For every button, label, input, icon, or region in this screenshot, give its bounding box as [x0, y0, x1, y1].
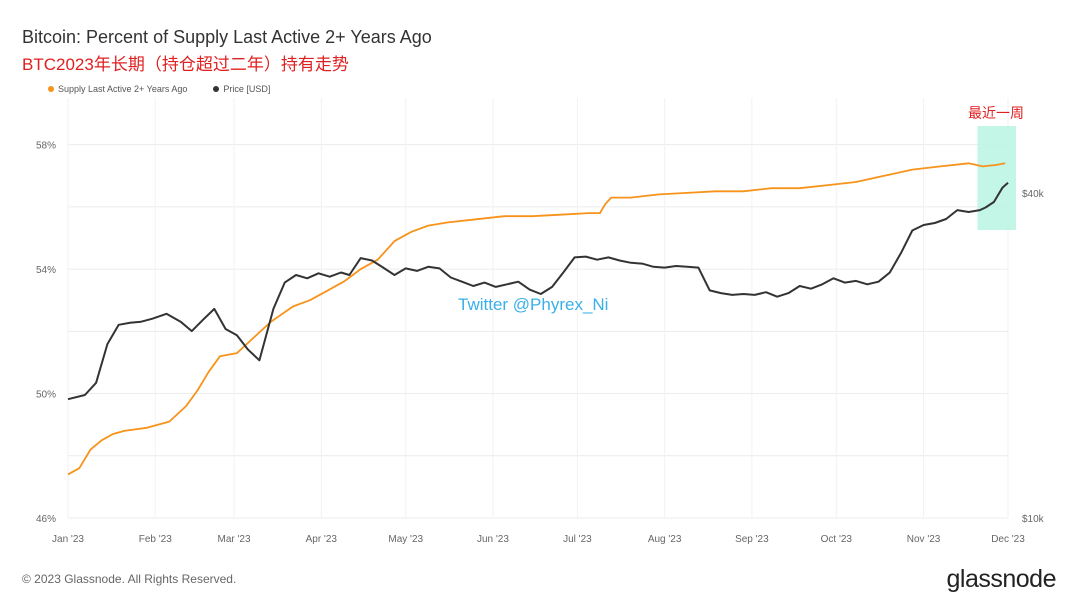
legend-label-price: Price [USD]	[223, 84, 271, 94]
legend-item-supply[interactable]: Supply Last Active 2+ Years Ago	[48, 84, 187, 94]
x-tick-label: Jul '23	[563, 534, 592, 545]
y-right-tick-label: $10k	[1022, 514, 1045, 525]
supply-series-line	[67, 162, 1006, 476]
y-left-tick-label: 58%	[36, 141, 56, 152]
x-tick-label: Jun '23	[477, 534, 509, 545]
x-tick-label: Dec '23	[991, 534, 1025, 545]
y-left-tick-label: 54%	[36, 265, 56, 276]
glassnode-logo: glassnode	[946, 565, 1057, 593]
highlight-band	[977, 126, 1016, 230]
legend-dot-price	[213, 86, 220, 92]
y-right-tick-label: $40k	[1022, 189, 1045, 200]
x-tick-label: Jan '23	[52, 534, 84, 545]
x-tick-label: May '23	[388, 534, 423, 545]
chart-legend: Supply Last Active 2+ Years Ago Price [U…	[48, 84, 270, 94]
chart-title: Bitcoin: Percent of Supply Last Active 2…	[22, 27, 432, 47]
legend-item-price[interactable]: Price [USD]	[213, 84, 270, 94]
x-tick-label: Nov '23	[907, 534, 941, 545]
chart-subtitle: BTC2023年长期（持仓超过二年）持有走势	[22, 55, 349, 74]
legend-label-supply: Supply Last Active 2+ Years Ago	[58, 84, 188, 94]
x-tick-label: Aug '23	[648, 534, 682, 545]
x-tick-label: Mar '23	[218, 534, 251, 545]
y-left-tick-label: 46%	[36, 514, 56, 525]
price-series-line	[67, 181, 1009, 401]
y-left-tick-label: 50%	[36, 390, 56, 401]
x-tick-label: Feb '23	[139, 534, 172, 545]
x-tick-label: Apr '23	[306, 534, 338, 545]
x-tick-label: Oct '23	[821, 534, 853, 545]
copyright-text: © 2023 Glassnode. All Rights Reserved.	[22, 572, 237, 586]
watermark-text: Twitter @Phyrex_Ni	[458, 295, 608, 314]
highlight-label: 最近一周	[968, 105, 1024, 121]
legend-dot-supply	[48, 86, 54, 92]
x-tick-label: Sep '23	[735, 534, 769, 545]
